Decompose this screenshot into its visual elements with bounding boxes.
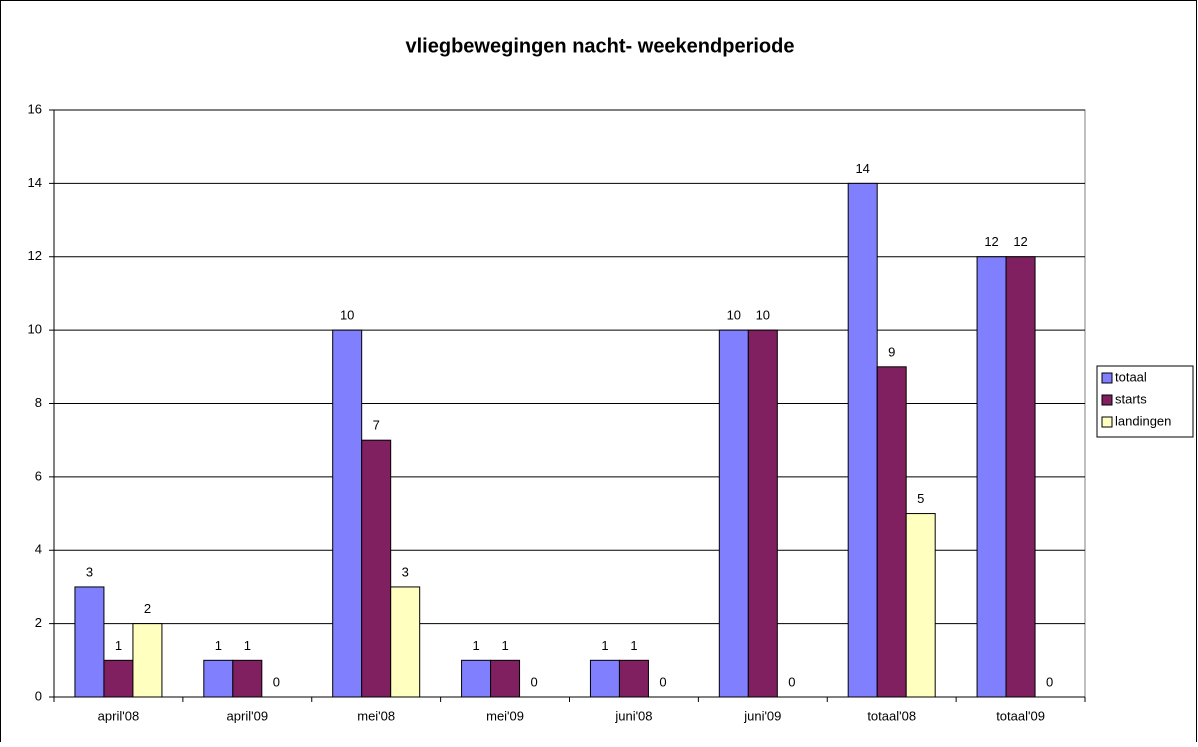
legend-box: [1096, 365, 1194, 438]
y-tick-label: 2: [35, 615, 42, 630]
bar: [618, 659, 649, 698]
y-tick-label: 16: [28, 101, 42, 116]
bar: [847, 182, 878, 698]
bar: [976, 256, 1007, 698]
bar: [361, 439, 392, 698]
legend-label: totaal: [1115, 369, 1147, 384]
data-label: 0: [788, 674, 795, 689]
x-tick-label: april'08: [98, 708, 140, 723]
bar: [332, 329, 363, 698]
data-label: 10: [727, 308, 741, 323]
data-label: 1: [115, 638, 122, 653]
data-label: 0: [273, 674, 280, 689]
data-label: 3: [402, 564, 409, 579]
bar: [74, 586, 105, 698]
legend-swatch: [1101, 372, 1113, 384]
data-label: 9: [888, 344, 895, 359]
x-tick-label: mei'08: [357, 708, 395, 723]
y-tick-label: 8: [35, 395, 42, 410]
x-tick-label: juni'09: [743, 708, 781, 723]
y-tick-label: 6: [35, 468, 42, 483]
data-label: 10: [340, 308, 354, 323]
x-tick-label: totaal'09: [996, 708, 1045, 723]
data-label: 14: [855, 161, 869, 176]
bar: [747, 329, 778, 698]
chart-title: vliegbewegingen nacht- weekendperiode: [406, 35, 795, 57]
legend-swatch: [1101, 416, 1113, 428]
data-label: 1: [472, 638, 479, 653]
bar: [203, 659, 234, 698]
legend-swatch: [1101, 394, 1113, 406]
data-label: 5: [917, 491, 924, 506]
bar: [232, 659, 263, 698]
y-tick-label: 10: [28, 322, 42, 337]
data-label: 10: [756, 308, 770, 323]
bar: [876, 366, 907, 698]
data-label: 12: [984, 234, 998, 249]
bar: [390, 586, 421, 698]
data-label: 1: [244, 638, 251, 653]
x-tick-label: april'09: [227, 708, 269, 723]
bar: [905, 513, 936, 698]
data-label: 0: [659, 674, 666, 689]
data-label: 1: [215, 638, 222, 653]
legend-label: landingen: [1115, 413, 1171, 428]
data-label: 2: [144, 601, 151, 616]
data-label: 7: [373, 418, 380, 433]
data-label: 1: [501, 638, 508, 653]
y-tick-label: 4: [35, 542, 42, 557]
data-label: 3: [86, 564, 93, 579]
y-tick-label: 14: [28, 175, 42, 190]
x-tick-label: juni'08: [614, 708, 652, 723]
bar: [1005, 256, 1036, 698]
x-tick-label: totaal'08: [867, 708, 916, 723]
bar: [589, 659, 620, 698]
legend-label: starts: [1115, 391, 1147, 406]
y-tick-label: 12: [28, 248, 42, 263]
data-label: 1: [601, 638, 608, 653]
data-label: 0: [530, 674, 537, 689]
y-tick-label: 0: [35, 688, 42, 703]
bar: [461, 659, 492, 698]
bar: [132, 623, 163, 698]
bar: [103, 659, 134, 698]
data-label: 12: [1013, 234, 1027, 249]
data-label: 0: [1046, 674, 1053, 689]
x-tick-label: mei'09: [486, 708, 524, 723]
data-label: 1: [630, 638, 637, 653]
bar: [718, 329, 749, 698]
bar: [490, 659, 521, 698]
